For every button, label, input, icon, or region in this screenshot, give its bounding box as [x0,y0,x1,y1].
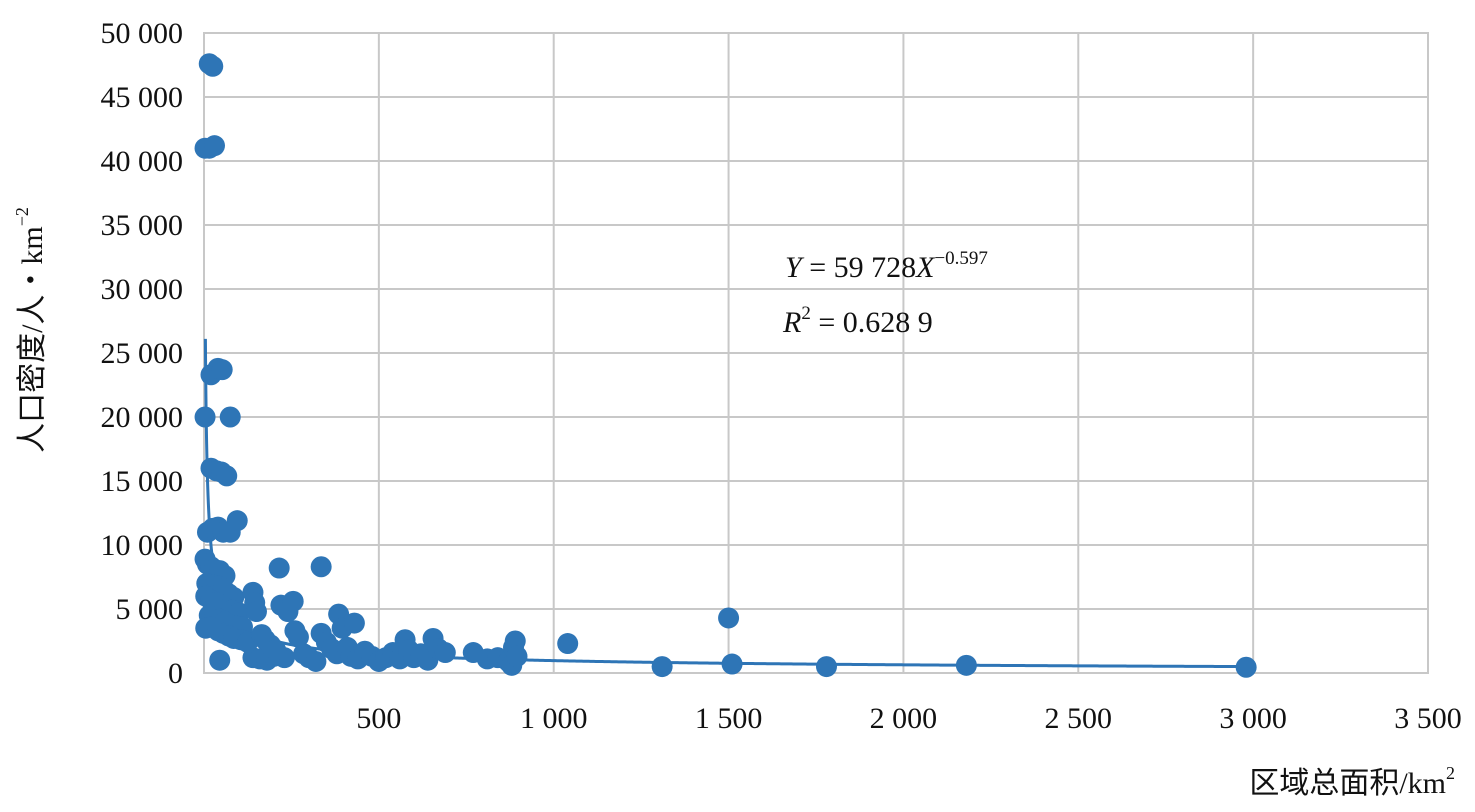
data-point [557,633,579,655]
y-tick-label: 20 000 [101,401,184,434]
data-point [265,639,287,661]
data-point [226,510,248,532]
grid-lines [204,32,1429,674]
data-point [268,557,290,579]
data-point [287,626,309,648]
data-point [219,406,241,428]
data-point [721,653,743,675]
r2-lead: R [782,306,801,339]
x-tick-label: 1 500 [695,702,763,735]
r-squared: R2 = 0.628 9 [782,303,933,339]
data-point [216,465,238,487]
plot-area [203,32,1429,674]
y-tick-label: 45 000 [101,81,184,114]
y-tick-label: 40 000 [101,145,184,178]
y-tick-label: 0 [168,657,183,690]
y-tick-label: 5 000 [116,593,184,626]
equation-exponent: −0.597 [934,248,987,269]
y-axis-title: 人口密度/人・km−2 [12,207,49,453]
data-point [282,590,304,612]
equation-lead: Y [785,251,805,284]
trendline-equation: Y = 59 728X−0.597 [785,248,988,284]
x-tick-label: 1 000 [520,702,588,735]
equation-x: X [915,251,936,284]
y-tick-label: 50 000 [101,17,184,50]
x-axis-ticks: 500 1 000 1 500 2 000 2 500 3 000 3 500 [356,702,1461,735]
y-axis-ticks: 0 5 000 10 000 15 000 20 000 25 000 30 000 35 0… [101,17,184,690]
x-tick-label: 500 [356,702,401,735]
y-axis-title-superscript: −2 [12,207,32,226]
data-point [211,359,233,381]
y-tick-label: 35 000 [101,209,184,242]
data-point [434,642,456,664]
data-point [504,630,526,652]
x-axis-title: 区域总面积/km2 [1249,763,1455,800]
data-point [1235,656,1257,678]
r2-value: = 0.628 9 [811,306,933,339]
y-tick-label: 10 000 [101,529,184,562]
data-points [194,53,1257,678]
data-point [955,654,977,676]
data-point [651,656,673,678]
x-tick-label: 2 500 [1045,702,1113,735]
y-axis-title-text: 人口密度/人・km [16,226,49,453]
y-tick-label: 30 000 [101,273,184,306]
data-point [209,649,231,671]
y-tick-label: 25 000 [101,337,184,370]
y-tick-label: 15 000 [101,465,184,498]
data-point [310,556,332,578]
data-point [194,406,216,428]
x-axis-title-text: 区域总面积/km [1249,767,1446,800]
x-tick-label: 2 000 [870,702,938,735]
data-point [506,645,528,667]
x-axis-title-superscript: 2 [1446,763,1455,783]
data-point [202,55,224,77]
plot-border [203,32,1429,674]
data-point [718,607,740,629]
data-point [203,135,225,157]
data-point [245,601,267,623]
equation-rest: = 59 728 [802,251,916,284]
x-tick-label: 3 000 [1219,702,1287,735]
data-point [343,612,365,634]
r2-superscript: 2 [801,303,811,324]
data-point [815,656,837,678]
data-point [305,650,327,672]
x-tick-label: 3 500 [1394,702,1462,735]
